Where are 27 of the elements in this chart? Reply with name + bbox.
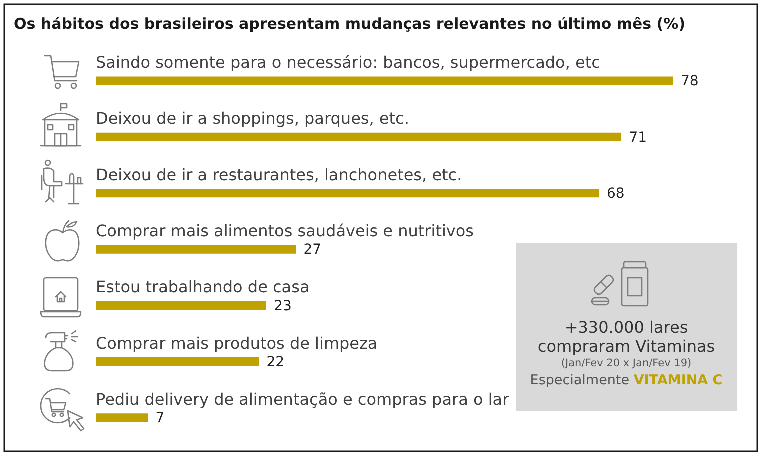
- data-label: 68: [607, 186, 625, 202]
- data-label: 78: [681, 74, 699, 90]
- bar: [96, 301, 266, 310]
- y-tick-label: Deixou de ir a restaurantes, lanchonetes, etc.: [96, 165, 462, 184]
- data-label: 27: [304, 242, 322, 258]
- y-tick-label: Estou trabalhando de casa: [96, 278, 310, 297]
- data-label: 71: [629, 130, 648, 146]
- annotation: (Jan/Fev 20 x Jan/Fev 19): [561, 358, 692, 370]
- annotation: compraram Vitaminas: [538, 337, 716, 356]
- bar: [96, 132, 622, 142]
- y-tick-label: Pediu delivery de alimentação e compras para o lar: [96, 390, 510, 409]
- data-label: 7: [156, 410, 165, 427]
- data-label: 23: [274, 298, 292, 314]
- annotation: VITAMINA C: [634, 372, 723, 388]
- y-tick-label: Comprar mais alimentos saudáveis e nutritivos: [96, 222, 474, 240]
- bar: [96, 76, 673, 86]
- y-tick-label: Comprar mais produtos de limpeza: [96, 334, 378, 353]
- annotation: Especialmente: [530, 372, 630, 388]
- bar: [96, 357, 260, 366]
- y-tick-label: Deixou de ir a shoppings, parques, etc.: [96, 109, 410, 128]
- y-tick-label: Saindo somente para o necessário: bancos, supermercado, etc: [96, 53, 600, 72]
- bar: [96, 189, 600, 198]
- chart-title: Os hábitos dos brasileiros apresentam mudanças relevantes no último mês (%): [14, 15, 686, 33]
- bar: [96, 245, 296, 254]
- data-label: 22: [266, 354, 285, 370]
- annotation: +330.000 lares: [564, 318, 688, 338]
- bar: [96, 414, 148, 422]
